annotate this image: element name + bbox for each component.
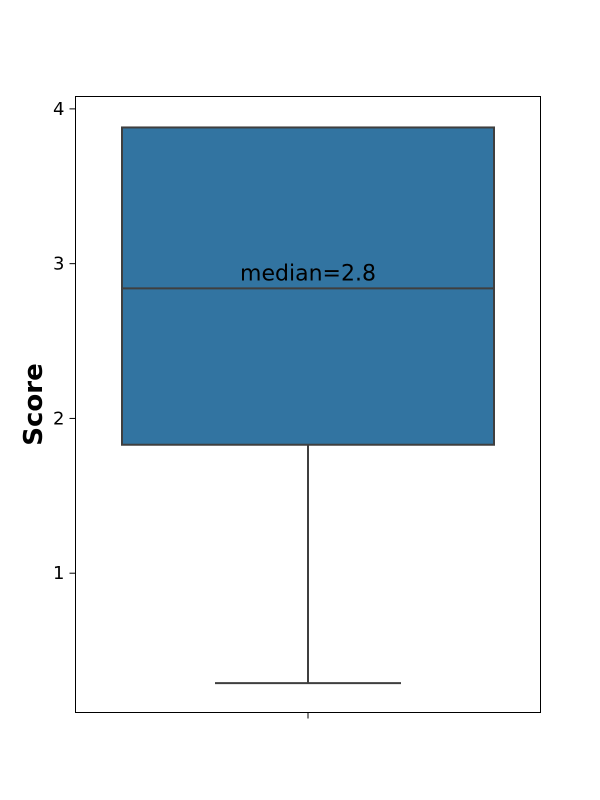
iqr-box [121, 126, 495, 446]
annotation-group: median=2.8 [240, 261, 376, 286]
y-tick-label: 2 [53, 408, 64, 429]
y-tick-label: 1 [53, 563, 64, 584]
y-tick-label: 4 [53, 99, 64, 120]
y-tick-label: 3 [53, 254, 64, 275]
box-group [121, 126, 495, 685]
median-annotation: median=2.8 [240, 261, 376, 286]
y-axis-label: Score [19, 363, 49, 445]
y-axis-ticks: 1 2 3 4 [53, 99, 76, 584]
